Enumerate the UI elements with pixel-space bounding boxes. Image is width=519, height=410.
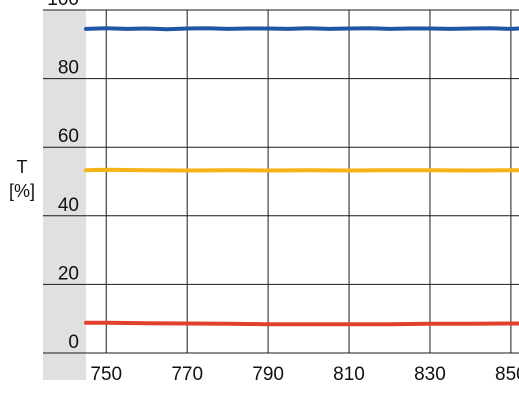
x-tick-label-750: 750 xyxy=(90,364,122,385)
plot-area xyxy=(86,10,519,353)
y-axis-unit: [%] xyxy=(9,181,35,201)
y-tick-label-20: 20 xyxy=(58,263,79,284)
y-tick-label-60: 60 xyxy=(58,126,79,147)
x-tick-label-790: 790 xyxy=(252,364,284,385)
y-tick-label-100: 100 xyxy=(47,0,79,10)
y-tick-label-80: 80 xyxy=(58,58,79,79)
x-tick-label-810: 810 xyxy=(333,364,365,385)
series-line-2 xyxy=(84,167,519,173)
x-tick-label-850: 850 xyxy=(495,364,519,385)
y-axis-label: T xyxy=(17,157,28,177)
y-axis-band xyxy=(43,10,86,380)
y-tick-labels: 0 20 40 60 80 100 xyxy=(47,0,79,353)
series-line-3 xyxy=(84,320,519,327)
series-line-1 xyxy=(84,26,519,32)
x-tick-label-830: 830 xyxy=(414,364,446,385)
y-tick-label-0: 0 xyxy=(68,332,79,353)
series-layer xyxy=(84,26,519,327)
x-tick-label-770: 770 xyxy=(171,364,203,385)
x-tick-labels: 750 770 790 810 830 850 xyxy=(90,364,519,385)
grid xyxy=(43,9,519,354)
y-tick-label-40: 40 xyxy=(58,195,79,216)
